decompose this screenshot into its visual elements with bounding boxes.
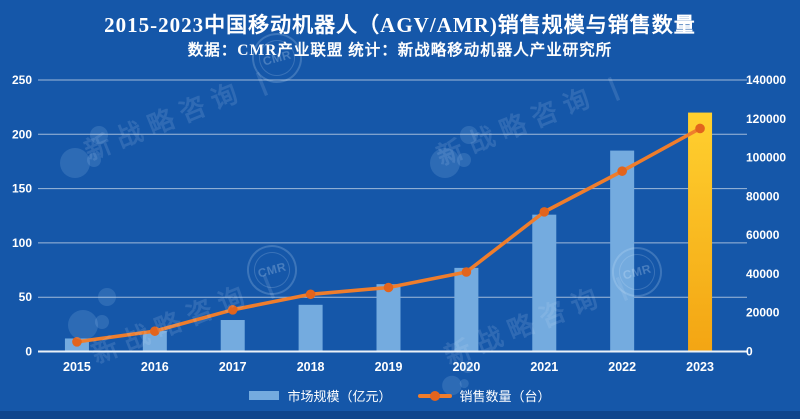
- left-axis-tick-label: 50: [19, 290, 33, 304]
- right-axis-tick-label: 80000: [746, 189, 780, 203]
- line-marker-2018: [305, 289, 316, 300]
- left-axis-tick-label: 250: [12, 73, 32, 87]
- x-axis-label: 2021: [530, 360, 558, 374]
- legend-label-market-scale: 市场规模（亿元）: [287, 389, 392, 404]
- legend-item-market-scale: 市场规模（亿元）: [249, 386, 392, 405]
- bar-2021: [532, 214, 557, 352]
- legend-bar-swatch-icon: [249, 391, 280, 400]
- right-axis-tick-label: 100000: [746, 151, 786, 165]
- chart-subtitle: 数据：CMR产业联盟 统计：新战略移动机器人产业研究所: [187, 42, 613, 59]
- right-axis-tick-label: 40000: [746, 267, 780, 281]
- right-axis-tick-label: 120000: [746, 112, 786, 126]
- right-axis-tick-label: 140000: [746, 73, 786, 87]
- x-axis-label: 2023: [686, 360, 714, 374]
- legend-line-marker-icon: [417, 390, 452, 401]
- bar-2022: [610, 150, 635, 352]
- line-marker-2021: [539, 207, 550, 217]
- line-marker-2019: [383, 282, 394, 293]
- left-axis-tick-label: 100: [12, 236, 32, 250]
- left-axis-tick-label: 0: [25, 345, 32, 359]
- bar-2018: [298, 304, 323, 352]
- x-axis-label: 2020: [452, 360, 480, 374]
- chart-title: 2015-2023中国移动机器人（AGV/AMR)销售规模与销售数量: [104, 13, 696, 37]
- line-marker-2022: [617, 166, 627, 176]
- line-marker-2020: [461, 267, 472, 277]
- legend-label-sales-volume: 销售数量（台）: [459, 389, 551, 404]
- bar-2019: [376, 284, 401, 352]
- x-axis-label: 2015: [63, 360, 91, 374]
- bar-2016: [142, 330, 167, 352]
- right-axis-tick-label: 60000: [746, 228, 780, 242]
- right-axis-tick-label: 20000: [746, 306, 780, 320]
- line-marker-2016: [150, 326, 160, 336]
- x-axis-label: 2018: [297, 360, 325, 374]
- x-axis-label: 2022: [608, 360, 636, 374]
- line-marker-2023: [695, 123, 705, 134]
- legend-item-sales-volume: 销售数量（台）: [417, 386, 551, 405]
- bar-2017: [220, 320, 245, 352]
- bottom-strip: [0, 411, 800, 419]
- left-axis-tick-label: 200: [12, 127, 32, 141]
- right-axis-tick-label: 0: [746, 345, 753, 359]
- bar-2023: [688, 112, 713, 352]
- line-marker-2015: [72, 337, 82, 347]
- x-axis-label: 2016: [141, 360, 169, 374]
- bar-2020: [454, 267, 479, 352]
- legend: 市场规模（亿元） 销售数量（台）: [0, 386, 800, 405]
- legend-dot-icon: [429, 390, 440, 401]
- line-marker-2017: [227, 305, 238, 315]
- left-axis-tick-label: 150: [12, 182, 32, 196]
- x-axis-label: 2017: [219, 360, 247, 374]
- x-axis-label: 2019: [375, 360, 403, 374]
